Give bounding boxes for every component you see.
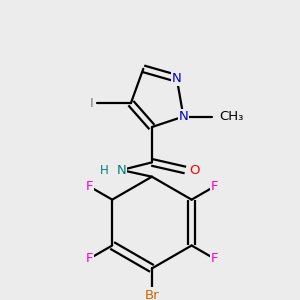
Text: H: H — [100, 164, 109, 176]
Text: Br: Br — [145, 289, 159, 300]
Text: CH₃: CH₃ — [220, 110, 244, 123]
Text: F: F — [85, 252, 93, 266]
Text: F: F — [211, 252, 218, 266]
Text: F: F — [85, 180, 93, 193]
Text: I: I — [90, 97, 94, 110]
Text: O: O — [189, 164, 200, 176]
Text: N: N — [116, 164, 126, 176]
Text: N: N — [172, 72, 182, 85]
Text: F: F — [211, 180, 218, 193]
Text: N: N — [178, 110, 188, 123]
